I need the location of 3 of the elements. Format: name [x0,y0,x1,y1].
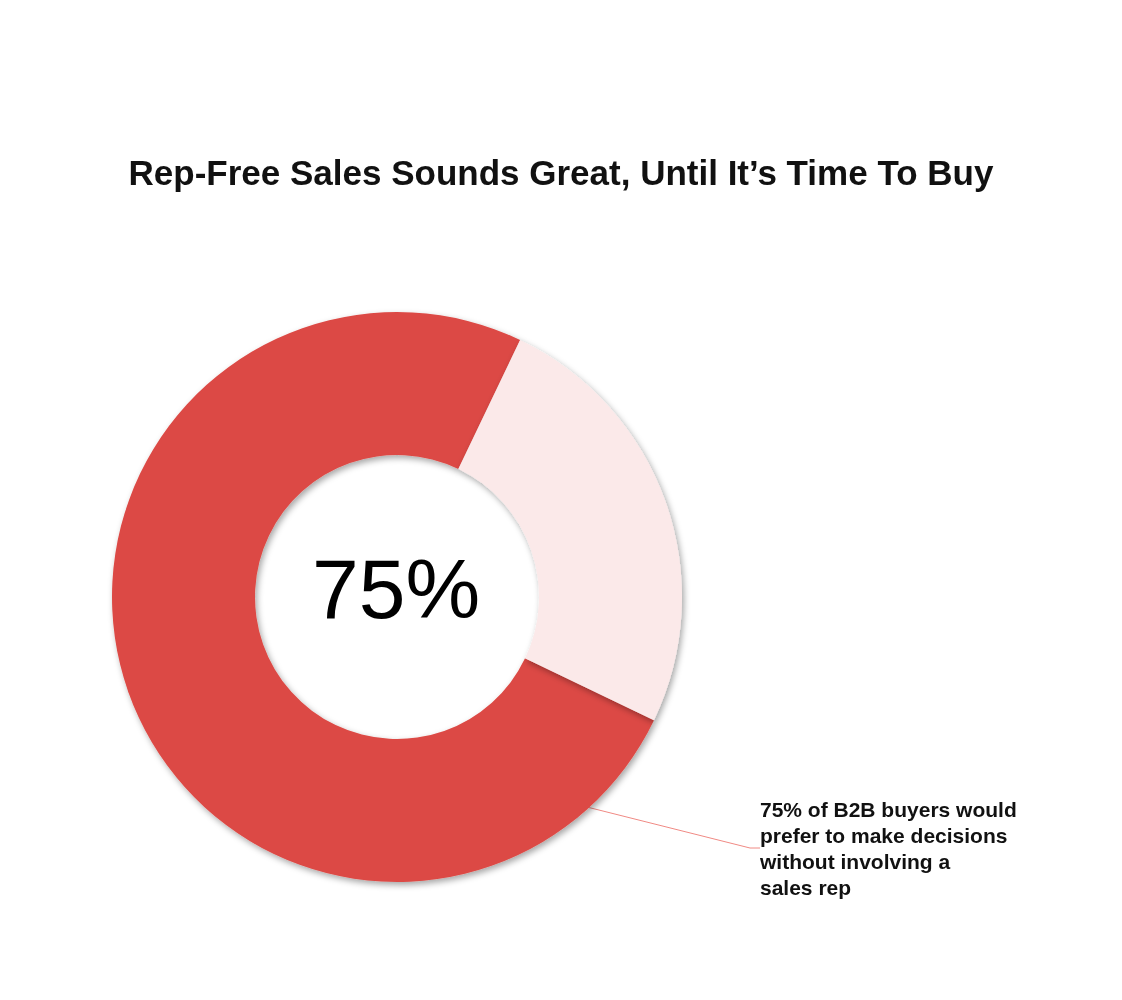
chart-title: Rep-Free Sales Sounds Great, Until It’s Time To Buy [128,153,994,192]
slice-label: 75% of B2B buyers would prefer to make decisions without involving a sales rep [759,797,1017,899]
text: 75% [312,542,481,636]
